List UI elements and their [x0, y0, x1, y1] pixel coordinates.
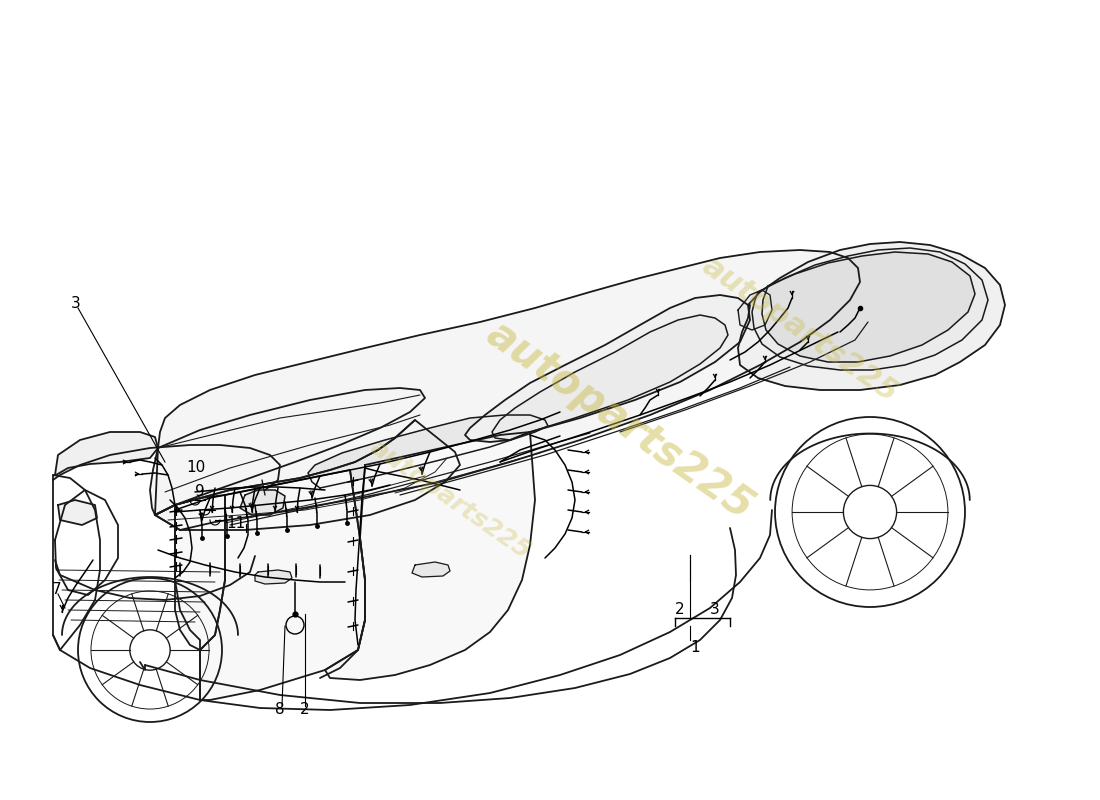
Text: 7: 7 — [52, 582, 62, 598]
Polygon shape — [240, 490, 285, 515]
Text: autoparts225: autoparts225 — [365, 436, 535, 564]
Polygon shape — [752, 248, 988, 370]
Text: autoparts225: autoparts225 — [478, 312, 761, 528]
Polygon shape — [465, 295, 750, 442]
Text: 10: 10 — [186, 461, 206, 475]
Text: 2: 2 — [300, 702, 310, 718]
Polygon shape — [738, 290, 772, 330]
Text: 2: 2 — [675, 602, 685, 618]
Polygon shape — [58, 500, 97, 525]
Text: 3: 3 — [72, 297, 81, 311]
Text: 11: 11 — [227, 517, 245, 531]
Text: 1: 1 — [690, 641, 700, 655]
Polygon shape — [155, 420, 460, 530]
Polygon shape — [150, 388, 425, 515]
Text: 9: 9 — [195, 485, 205, 499]
Polygon shape — [762, 252, 975, 362]
Polygon shape — [492, 315, 728, 440]
Polygon shape — [255, 570, 292, 584]
Polygon shape — [155, 250, 860, 530]
Polygon shape — [175, 495, 226, 650]
Polygon shape — [738, 242, 1005, 390]
Text: 8: 8 — [275, 702, 285, 718]
Polygon shape — [55, 432, 158, 475]
Polygon shape — [308, 415, 548, 488]
Text: autoparts225: autoparts225 — [696, 251, 903, 409]
Polygon shape — [324, 432, 535, 680]
Polygon shape — [412, 562, 450, 577]
Text: 3: 3 — [711, 602, 719, 618]
Polygon shape — [200, 470, 365, 700]
